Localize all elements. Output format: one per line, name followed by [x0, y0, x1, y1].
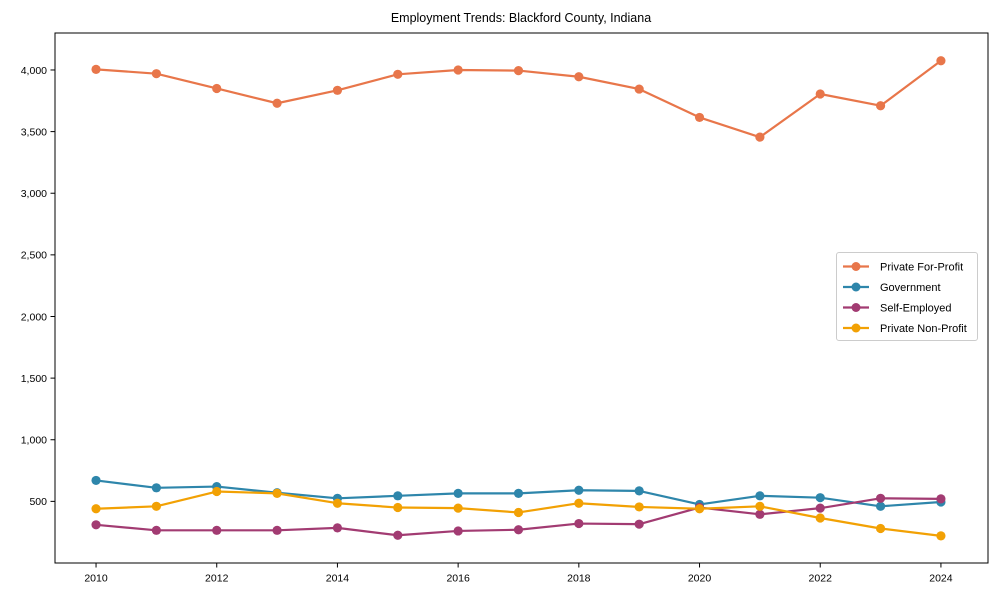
data-point-private-for-profit-2021	[755, 132, 765, 142]
data-point-private-for-profit-2012	[212, 83, 222, 94]
data-point-government-2022	[815, 493, 825, 503]
x-tick-label: 2010	[84, 573, 108, 585]
data-point-government-2017	[513, 488, 524, 498]
data-point-private-for-profit-2013	[272, 98, 282, 108]
data-point-private-for-profit-2024	[936, 56, 946, 66]
data-point-private-non-profit-2017	[513, 507, 524, 518]
data-point-private-non-profit-2016	[453, 503, 463, 513]
data-point-private-for-profit-2015	[393, 69, 403, 79]
legend-label: Government	[880, 282, 941, 294]
data-point-self-employed-2015	[393, 530, 403, 540]
legend: Private For-Profit Government Self-Employe…	[836, 252, 978, 341]
data-point-self-employed-2017	[513, 525, 524, 535]
plot-border	[54, 32, 989, 564]
data-point-self-employed-2018	[574, 518, 584, 529]
data-point-private-non-profit-2021	[755, 501, 765, 511]
data-point-self-employed-2016	[453, 526, 463, 536]
x-tick-label: 2018	[567, 573, 591, 585]
data-point-self-employed-2023	[875, 493, 886, 503]
legend-swatch-marker	[851, 303, 861, 312]
legend-item-self-employed: Self-Employed	[843, 302, 952, 314]
data-point-private-non-profit-2012	[212, 486, 222, 497]
data-point-self-employed-2010	[91, 520, 101, 530]
data-point-government-2021	[755, 491, 765, 501]
data-point-private-for-profit-2016	[453, 65, 463, 75]
data-point-private-for-profit-2011	[151, 69, 161, 79]
legend-label: Private Non-Profit	[880, 323, 967, 335]
data-point-self-employed-2014	[332, 523, 343, 533]
y-tick-label: 4,000	[21, 65, 47, 77]
x-tick-label: 2014	[326, 573, 350, 585]
legend-item-private-non-profit: Private Non-Profit	[843, 323, 967, 335]
data-point-private-non-profit-2014	[332, 498, 343, 508]
data-point-self-employed-2022	[815, 503, 825, 513]
legend-item-private-for-profit: Private For-Profit	[843, 261, 963, 273]
legend-item-government: Government	[843, 282, 941, 294]
x-tick-label: 2024	[929, 573, 953, 585]
data-point-private-non-profit-2010	[91, 504, 101, 514]
legend-box	[836, 252, 978, 341]
series-self-employed	[91, 493, 946, 540]
y-tick-label: 2,500	[21, 250, 47, 262]
data-point-private-for-profit-2010	[91, 64, 101, 74]
y-tick-label: 3,500	[21, 126, 47, 138]
y-tick-label: 1,500	[21, 373, 47, 385]
legend-swatch-marker	[851, 282, 861, 292]
data-point-private-for-profit-2022	[815, 89, 825, 99]
y-tick-label: 1,000	[21, 435, 47, 447]
data-point-private-non-profit-2020	[694, 504, 705, 514]
data-point-self-employed-2011	[151, 525, 161, 535]
data-point-government-2023	[875, 501, 886, 511]
data-point-self-employed-2013	[272, 525, 282, 535]
data-point-self-employed-2024	[936, 494, 946, 504]
x-tick-label: 2016	[446, 573, 470, 585]
data-point-private-non-profit-2023	[875, 523, 886, 534]
x-tick-label: 2022	[809, 573, 833, 585]
data-point-self-employed-2021	[755, 509, 765, 519]
data-point-private-non-profit-2024	[936, 531, 946, 541]
y-tick-label: 3,000	[21, 188, 47, 200]
data-point-private-non-profit-2018	[574, 498, 584, 508]
legend-label: Private For-Profit	[880, 261, 963, 273]
data-point-private-non-profit-2013	[272, 488, 282, 498]
data-point-government-2018	[574, 485, 584, 495]
data-point-private-non-profit-2019	[634, 502, 644, 512]
chart-title: Employment Trends: Blackford County, Ind…	[391, 11, 651, 25]
data-point-private-for-profit-2018	[574, 72, 584, 82]
x-tick-label: 2012	[205, 573, 229, 585]
data-point-private-for-profit-2017	[513, 65, 524, 76]
data-point-government-2015	[393, 491, 403, 501]
data-point-government-2011	[151, 483, 161, 493]
data-point-self-employed-2012	[212, 525, 222, 535]
data-point-private-non-profit-2011	[151, 501, 161, 511]
data-point-private-for-profit-2020	[694, 112, 705, 123]
data-point-private-non-profit-2022	[815, 513, 825, 523]
data-point-government-2019	[634, 486, 644, 496]
data-point-private-for-profit-2023	[875, 101, 886, 111]
data-point-government-2016	[453, 488, 463, 498]
series-private-non-profit	[91, 486, 946, 541]
y-tick-label: 2,000	[21, 311, 47, 323]
series-private-for-profit	[91, 56, 946, 142]
x-tick-label: 2020	[688, 573, 712, 585]
y-tick-label: 500	[29, 496, 47, 508]
data-point-private-for-profit-2014	[332, 85, 343, 95]
data-point-government-2010	[91, 475, 101, 486]
legend-label: Self-Employed	[880, 302, 952, 314]
legend-swatch-marker	[851, 262, 861, 271]
data-point-private-for-profit-2019	[634, 84, 644, 94]
data-point-self-employed-2019	[634, 519, 644, 529]
data-point-private-non-profit-2015	[393, 502, 403, 513]
legend-swatch-marker	[851, 323, 861, 333]
